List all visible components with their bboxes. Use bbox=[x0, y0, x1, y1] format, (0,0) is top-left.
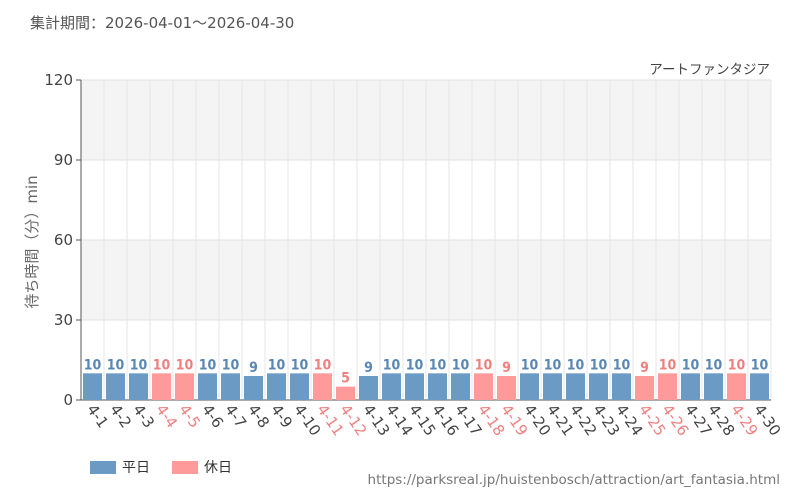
bar bbox=[589, 373, 608, 400]
bar bbox=[704, 373, 723, 400]
bar-value-label: 10 bbox=[406, 357, 424, 373]
y-tick-label: 90 bbox=[54, 151, 73, 169]
bar bbox=[405, 373, 424, 400]
bar bbox=[635, 376, 654, 400]
bar bbox=[359, 376, 378, 400]
x-tick-label: 4-2 bbox=[106, 401, 135, 431]
bar-value-label: 10 bbox=[659, 357, 677, 373]
bar-value-label: 10 bbox=[222, 357, 240, 373]
bar-value-label: 9 bbox=[249, 360, 258, 376]
bar-value-label: 10 bbox=[705, 357, 723, 373]
bar bbox=[612, 373, 631, 400]
bar-value-label: 10 bbox=[153, 357, 171, 373]
bar-value-label: 10 bbox=[544, 357, 562, 373]
bar bbox=[566, 373, 585, 400]
y-tick-label: 120 bbox=[44, 71, 73, 89]
bar-value-label: 10 bbox=[314, 357, 332, 373]
x-tick-label: 4-6 bbox=[198, 401, 227, 431]
bar-value-label: 10 bbox=[590, 357, 608, 373]
period-label: 集計期間：2026-04-01～2026-04-30 bbox=[30, 14, 295, 32]
legend-holiday-label: 休日 bbox=[204, 460, 232, 476]
x-tick-label: 4-9 bbox=[267, 401, 296, 431]
bar bbox=[106, 373, 125, 400]
x-tick-label: 4-5 bbox=[175, 401, 204, 431]
bar-value-label: 10 bbox=[199, 357, 217, 373]
bar bbox=[198, 373, 217, 400]
legend-weekday-label: 平日 bbox=[122, 460, 150, 476]
bar bbox=[451, 373, 470, 400]
bar-value-label: 10 bbox=[429, 357, 447, 373]
bar-value-label: 10 bbox=[475, 357, 493, 373]
y-tick-label: 60 bbox=[54, 231, 73, 249]
x-tick-label: 4-7 bbox=[221, 401, 250, 431]
bar-value-label: 10 bbox=[84, 357, 102, 373]
bar bbox=[244, 376, 263, 400]
bar-value-label: 10 bbox=[751, 357, 769, 373]
bar-value-label: 10 bbox=[682, 357, 700, 373]
legend-holiday: 休日 bbox=[172, 457, 232, 477]
bar bbox=[336, 386, 355, 400]
bar-value-label: 10 bbox=[521, 357, 539, 373]
bar bbox=[727, 373, 746, 400]
bar-value-label: 10 bbox=[176, 357, 194, 373]
bar bbox=[267, 373, 286, 400]
chart-title: アートファンタジア bbox=[649, 62, 770, 78]
bar bbox=[382, 373, 401, 400]
legend: 平日 休日 bbox=[90, 457, 232, 477]
y-tick-label: 0 bbox=[63, 391, 73, 409]
y-tick-label: 30 bbox=[54, 311, 73, 329]
legend-holiday-swatch bbox=[172, 460, 198, 474]
bar-value-label: 9 bbox=[640, 360, 649, 376]
bar-value-label: 10 bbox=[383, 357, 401, 373]
legend-weekday-swatch bbox=[90, 460, 116, 474]
bar bbox=[290, 373, 309, 400]
bar-value-label: 10 bbox=[452, 357, 470, 373]
bar-value-label: 10 bbox=[291, 357, 309, 373]
bar bbox=[658, 373, 677, 400]
bar-value-label: 10 bbox=[268, 357, 286, 373]
source-url: https://parksreal.jp/huistenbosch/attrac… bbox=[367, 472, 780, 488]
bar-value-label: 10 bbox=[130, 357, 148, 373]
bar-value-label: 5 bbox=[341, 371, 350, 387]
bar-value-label: 10 bbox=[107, 357, 125, 373]
x-tick-label: 4-4 bbox=[152, 401, 181, 431]
x-tick-label: 4-3 bbox=[129, 401, 158, 431]
x-tick-label: 4-8 bbox=[244, 401, 273, 431]
bar bbox=[681, 373, 700, 400]
bar bbox=[129, 373, 148, 400]
bar bbox=[221, 373, 240, 400]
bar bbox=[83, 373, 102, 400]
bar bbox=[428, 373, 447, 400]
bar bbox=[474, 373, 493, 400]
bar-value-label: 10 bbox=[728, 357, 746, 373]
bar bbox=[750, 373, 769, 400]
bar bbox=[543, 373, 562, 400]
bar-value-label: 10 bbox=[613, 357, 631, 373]
legend-weekday: 平日 bbox=[90, 457, 150, 477]
bar bbox=[497, 376, 516, 400]
bar-value-label: 10 bbox=[567, 357, 585, 373]
bar bbox=[313, 373, 332, 400]
bar bbox=[520, 373, 539, 400]
bar bbox=[152, 373, 171, 400]
y-axis-title: 待ち時間（分）min bbox=[23, 175, 41, 308]
bar-value-label: 9 bbox=[502, 360, 511, 376]
bar bbox=[175, 373, 194, 400]
x-tick-label: 4-1 bbox=[83, 401, 112, 431]
bar-value-label: 9 bbox=[364, 360, 373, 376]
